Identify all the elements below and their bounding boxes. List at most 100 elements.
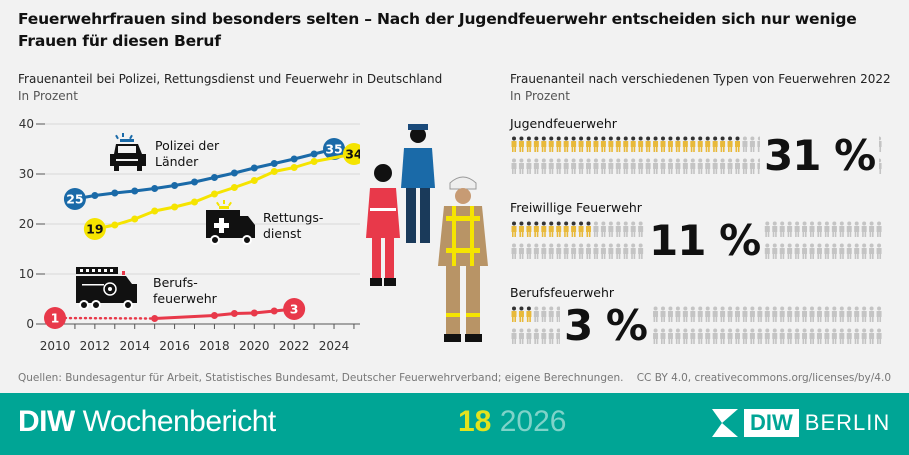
person-figure-icon — [839, 306, 845, 322]
person-figure-icon — [869, 306, 875, 322]
value-badge — [283, 298, 306, 320]
data-point — [310, 150, 318, 158]
person-figure-icon — [809, 221, 815, 237]
person-figure-icon — [861, 221, 867, 237]
woman-figure-icon — [615, 136, 621, 152]
woman-figure-icon — [586, 221, 591, 237]
person-figure-icon — [779, 328, 785, 344]
data-point — [270, 307, 278, 315]
value-badge-label: 34 — [345, 147, 360, 162]
person-figure-icon — [697, 158, 703, 174]
person-figure-icon — [511, 243, 517, 259]
person-figure-icon — [690, 306, 696, 322]
percent-freiwillige: 11 % — [645, 220, 765, 262]
woman-figure-icon — [533, 136, 539, 152]
person-figure-icon — [541, 243, 547, 259]
woman-figure-icon — [563, 221, 569, 237]
value-badge-label: 3 — [290, 302, 299, 317]
person-figure-icon — [764, 328, 770, 344]
person-figure-icon — [727, 306, 733, 322]
person-figure-icon — [638, 158, 644, 174]
y-tick-label: 20 — [19, 217, 34, 231]
person-figure-icon — [802, 306, 808, 322]
label-police: Polizei der Länder — [155, 138, 220, 169]
fire-truck-icon — [76, 267, 137, 310]
person-figure-icon — [854, 243, 860, 259]
person-figure-icon — [816, 328, 822, 344]
person-figure-icon — [667, 328, 673, 344]
value-badge — [323, 138, 346, 160]
line-chart: 0 10 20 30 40 2010 2012 2014 2016 2018 2020 2022 202… — [19, 117, 360, 353]
data-point — [310, 158, 318, 165]
person-figure-icon — [787, 243, 793, 259]
person-figure-icon — [735, 158, 740, 174]
person-figure-icon — [667, 158, 673, 174]
person-figure-icon — [593, 243, 599, 259]
woman-figure-icon — [556, 136, 562, 152]
person-figure-icon — [518, 243, 524, 259]
data-point — [290, 155, 298, 163]
data-point — [151, 315, 159, 322]
person-figure-icon — [586, 158, 591, 174]
series-segment — [193, 192, 216, 204]
person-figure-icon — [556, 306, 562, 322]
person-figure-icon — [794, 328, 800, 344]
person-figure-icon — [779, 243, 785, 259]
right-unit: In Prozent — [510, 89, 570, 103]
footer: DIW Wochenbericht 18 2026 DIW BERLIN — [0, 393, 909, 455]
person-figure-icon — [742, 136, 748, 152]
person-figure-icon — [660, 328, 666, 344]
woman-figure-icon — [541, 221, 547, 237]
percent-jugendfeuerwehr: 31 % — [760, 135, 880, 177]
percent-berufsfeuerwehr: 3 % — [560, 305, 651, 347]
person-figure-icon — [816, 306, 822, 322]
person-figure-icon — [630, 158, 636, 174]
person-figure-icon — [563, 243, 569, 259]
person-figure-icon — [556, 328, 562, 344]
person-figure-icon — [682, 158, 688, 174]
series-segment — [53, 316, 156, 320]
person-figure-icon — [571, 158, 577, 174]
person-figure-icon — [735, 306, 740, 322]
person-figure-icon — [824, 306, 830, 322]
person-figure-icon — [764, 243, 770, 259]
person-figure-icon — [749, 158, 755, 174]
person-figure-icon — [533, 158, 539, 174]
person-figure-icon — [556, 158, 562, 174]
person-figure-icon — [563, 158, 569, 174]
person-figure-icon — [861, 243, 867, 259]
paramedic-figure — [366, 164, 400, 286]
person-figure-icon — [623, 158, 629, 174]
person-figure-icon — [816, 243, 822, 259]
logo-text: BERLIN — [804, 410, 891, 435]
x-tick-label: 2012 — [80, 339, 111, 353]
person-figure-icon — [742, 306, 748, 322]
woman-figure-icon — [586, 136, 591, 152]
data-point — [210, 312, 218, 319]
x-tick-label: 2018 — [199, 339, 230, 353]
person-figure-icon — [653, 158, 659, 174]
series-segment — [153, 314, 216, 320]
person-figure-icon — [846, 221, 852, 237]
person-figure-icon — [518, 158, 524, 174]
person-figure-icon — [608, 243, 614, 259]
data-point — [111, 189, 119, 197]
woman-figure-icon — [653, 136, 659, 152]
woman-figure-icon — [533, 221, 539, 237]
value-badge — [342, 143, 360, 165]
person-figure-icon — [854, 306, 860, 322]
issue-number: 18 — [458, 405, 492, 438]
woman-figure-icon — [526, 221, 532, 237]
data-point — [131, 215, 139, 223]
woman-figure-icon — [705, 136, 711, 152]
person-figure-icon — [623, 243, 629, 259]
woman-figure-icon — [571, 221, 577, 237]
left-subtitle: Frauenanteil bei Polizei, Rettungsdienst… — [18, 72, 443, 86]
person-figure-icon — [690, 158, 696, 174]
person-figure-icon — [749, 306, 755, 322]
issue: 18 2026 — [458, 405, 566, 439]
person-figure-icon — [593, 221, 599, 237]
person-figure-icon — [518, 328, 524, 344]
value-badge — [44, 307, 66, 329]
woman-figure-icon — [571, 136, 577, 152]
